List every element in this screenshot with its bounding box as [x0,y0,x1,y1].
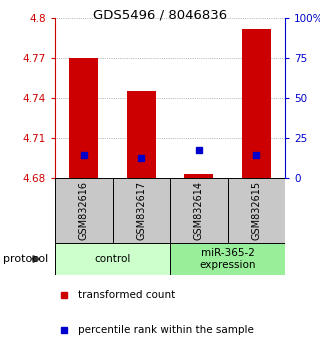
Text: protocol: protocol [3,254,48,264]
Text: percentile rank within the sample: percentile rank within the sample [78,325,254,335]
Bar [184,174,213,178]
Bar [55,243,170,275]
Bar [228,178,285,243]
Bar [127,91,156,178]
Text: GSM832616: GSM832616 [79,181,89,240]
Bar [69,58,98,178]
Text: GDS5496 / 8046836: GDS5496 / 8046836 [93,8,227,21]
Text: GSM832614: GSM832614 [194,181,204,240]
Text: GSM832617: GSM832617 [136,181,146,240]
Bar [55,178,113,243]
Text: transformed count: transformed count [78,290,175,300]
Bar [113,178,170,243]
Text: GSM832615: GSM832615 [251,181,261,240]
Bar [242,29,271,178]
Text: miR-365-2
expression: miR-365-2 expression [199,248,256,270]
Bar [170,178,228,243]
Bar [170,243,285,275]
Text: control: control [94,254,131,264]
